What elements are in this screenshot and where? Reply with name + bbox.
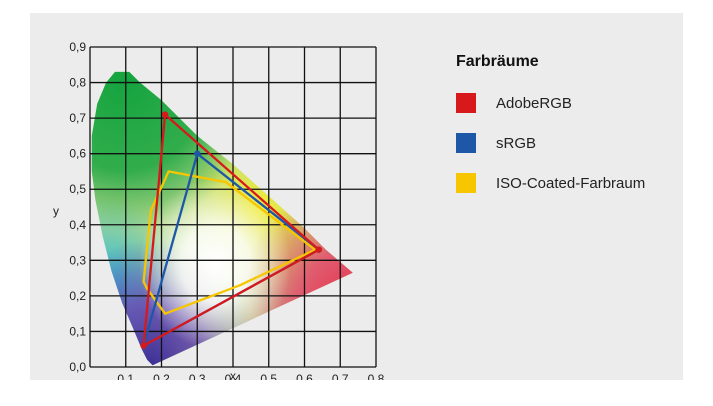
x-axis-label: x	[230, 369, 236, 380]
series-adobergb-point	[161, 111, 169, 118]
y-tick-label: 0,8	[69, 76, 86, 90]
x-tick-label: 0,5	[260, 372, 277, 380]
legend-label-iso-coated: ISO-Coated-Farbraum	[496, 174, 646, 192]
y-tick-label: 0,6	[69, 147, 86, 161]
x-tick-label: 0,8	[368, 372, 385, 380]
legend-item-srgb: sRGB	[456, 132, 645, 154]
chart-grid	[89, 46, 377, 368]
y-tick-label: 0,7	[69, 111, 86, 125]
y-tick-label: 0,9	[69, 40, 86, 54]
y-tick-label: 0,0	[69, 360, 86, 374]
x-tick-label: 0,6	[296, 372, 313, 380]
x-tick-label: 0,7	[332, 372, 349, 380]
spectral-locus	[91, 71, 353, 366]
tick-labels: 0,1 0,2 0,3 0,4 0,5 0,6 0,7 0,8 0,0 0,1 0,2 0,3 0,4 0…	[69, 40, 384, 380]
chart-panel: 0,1 0,2 0,3 0,4 0,5 0,6 0,7 0,8 0,0 0,1 0,2 0,3 0,4 0…	[30, 13, 683, 380]
chromaticity-chart: 0,1 0,2 0,3 0,4 0,5 0,6 0,7 0,8 0,0 0,1 0,2 0,3 0,4 0…	[53, 40, 385, 380]
legend: Farbräume AdobeRGB sRGB ISO-Coated-Farbr…	[456, 53, 645, 212]
x-tick-label: 0,2	[153, 372, 170, 380]
x-tick-label: 0,4	[225, 372, 242, 380]
x-tick-label: 0,1	[117, 372, 134, 380]
series-adobergb-point	[315, 246, 322, 253]
series-iso-coated-farbraum-outline	[142, 170, 317, 315]
legend-swatch-srgb	[456, 133, 476, 153]
legend-swatch-adobergb	[456, 93, 476, 113]
y-tick-label: 0,3	[69, 253, 86, 267]
y-tick-label: 0,4	[69, 218, 86, 232]
legend-label-adobergb: AdobeRGB	[496, 94, 572, 112]
legend-item-adobergb: AdobeRGB	[456, 92, 645, 114]
legend-swatch-iso-coated	[456, 173, 476, 193]
y-axis-label: y	[53, 204, 59, 218]
legend-item-iso-coated: ISO-Coated-Farbraum	[456, 172, 645, 194]
y-tick-label: 0,5	[69, 182, 86, 196]
series-layer	[140, 111, 322, 349]
y-tick-label: 0,2	[69, 289, 86, 303]
legend-label-srgb: sRGB	[496, 134, 537, 152]
x-tick-label: 0,3	[189, 372, 206, 380]
series-adobergb-outline	[142, 113, 320, 347]
y-tick-label: 0,1	[69, 324, 86, 338]
series-adobergb-point	[140, 342, 147, 349]
series-srgb-point	[194, 150, 201, 157]
legend-title: Farbräume	[456, 53, 539, 70]
